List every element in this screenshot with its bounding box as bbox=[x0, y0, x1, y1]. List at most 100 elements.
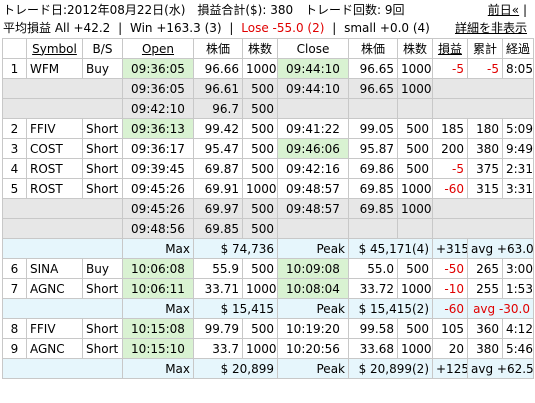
close-price-cell: 33.72 bbox=[348, 278, 398, 299]
open-time-cell: 09:36:05 bbox=[122, 58, 194, 79]
col-bs: B/S bbox=[82, 38, 123, 59]
elapsed-cell: 5:09 bbox=[502, 118, 534, 139]
elapsed-cell: 8:05 bbox=[502, 58, 534, 79]
open-price-cell: 69.97 bbox=[193, 198, 243, 219]
open-price-cell: 96.66 bbox=[193, 58, 243, 79]
open-shares-cell: 500 bbox=[242, 258, 278, 279]
open-shares-cell: 1000 bbox=[242, 338, 278, 359]
blank-cell bbox=[432, 198, 534, 219]
side-cell: Short bbox=[82, 118, 123, 139]
close-shares-cell: 500 bbox=[397, 318, 433, 339]
open-price-cell: 96.61 bbox=[193, 78, 243, 99]
group-average: avg +63.0 bbox=[467, 238, 534, 259]
symbol-cell: AGNC bbox=[26, 338, 83, 359]
hide-details-link[interactable]: 詳細を非表示 bbox=[454, 21, 527, 35]
close-time-cell: 10:09:08 bbox=[277, 258, 349, 279]
pnl-cell: -5 bbox=[432, 158, 468, 179]
trade-row: 6 SINA Buy 10:06:08 55.9 500 10:09:08 55.0 500 -5… bbox=[2, 258, 534, 279]
open-time-cell: 10:06:11 bbox=[122, 278, 194, 299]
summary-line-2: 平均損益 All +42.2 | Win +163.3 (3) | Lose -… bbox=[3, 19, 430, 36]
avg-pnl-all: 平均損益 All +42.2 bbox=[3, 21, 111, 35]
peak-value: $ 20,899(2) bbox=[348, 358, 433, 379]
side-cell: Short bbox=[82, 138, 123, 159]
cumulative-cell: -5 bbox=[467, 58, 503, 79]
open-price-cell: 95.47 bbox=[193, 138, 243, 159]
col-open-price: 株価 bbox=[193, 38, 243, 59]
symbol-cell: FFIV bbox=[26, 318, 83, 339]
side-cell: Short bbox=[82, 338, 123, 359]
pnl-cell: 185 bbox=[432, 118, 468, 139]
close-time-cell: 10:19:20 bbox=[277, 318, 349, 339]
close-time-cell bbox=[277, 98, 349, 119]
sub-fill-row: 09:36:05 96.61 500 09:44:10 96.65 1000 bbox=[2, 78, 534, 99]
close-shares-cell: 1000 bbox=[397, 58, 433, 79]
open-time-cell: 10:06:08 bbox=[122, 258, 194, 279]
close-shares-cell: 1000 bbox=[397, 198, 433, 219]
open-price-cell: 99.79 bbox=[193, 318, 243, 339]
col-pnl[interactable]: 損益 bbox=[432, 38, 468, 59]
close-time-cell: 09:48:57 bbox=[277, 178, 349, 199]
group-summary-row: Max $ 15,415 Peak $ 15,415(2) -60 avg -30.0 bbox=[2, 298, 534, 319]
cumulative-cell: 375 bbox=[467, 158, 503, 179]
open-time-cell: 09:45:26 bbox=[122, 198, 194, 219]
col-symbol[interactable]: Symbol bbox=[26, 38, 83, 59]
pnl-cell: -60 bbox=[432, 178, 468, 199]
close-shares-cell: 1000 bbox=[397, 338, 433, 359]
cumulative-cell: 360 bbox=[467, 318, 503, 339]
symbol-cell: ROST bbox=[26, 158, 83, 179]
close-time-cell: 09:42:16 bbox=[277, 158, 349, 179]
lose-stats: Lose -55.0 (2) bbox=[241, 21, 325, 35]
symbol-cell: SINA bbox=[26, 258, 83, 279]
side-cell: Short bbox=[82, 278, 123, 299]
open-shares-cell: 500 bbox=[242, 198, 278, 219]
max-value: $ 74,736 bbox=[193, 238, 278, 259]
max-label: Max bbox=[122, 298, 194, 319]
trade-date-value: 2012年08月22日(水) bbox=[67, 3, 186, 17]
side-cell: Short bbox=[82, 158, 123, 179]
open-time-cell: 09:36:13 bbox=[122, 118, 194, 139]
symbol-cell: AGNC bbox=[26, 278, 83, 299]
cumulative-cell: 180 bbox=[467, 118, 503, 139]
close-time-cell: 10:08:04 bbox=[277, 278, 349, 299]
summary-header: トレード日:2012年08月22日(水) 損益合計($): 380 トレード回数… bbox=[0, 0, 535, 38]
trade-row: 3 COST Short 09:36:17 95.47 500 09:46:06 95.87 5… bbox=[2, 138, 534, 159]
pnl-cell: 20 bbox=[432, 338, 468, 359]
pnl-total-value: 380 bbox=[270, 3, 294, 17]
open-shares-cell: 500 bbox=[242, 98, 278, 119]
close-price-cell: 69.86 bbox=[348, 158, 398, 179]
blank-cell bbox=[2, 218, 123, 239]
close-price-cell bbox=[348, 218, 398, 239]
cumulative-cell: 380 bbox=[467, 338, 503, 359]
close-price-cell bbox=[348, 98, 398, 119]
close-price-cell: 96.65 bbox=[348, 58, 398, 79]
open-time-cell: 09:36:05 bbox=[122, 78, 194, 99]
elapsed-cell: 3:00 bbox=[502, 258, 534, 279]
open-shares-cell: 1000 bbox=[242, 58, 278, 79]
max-label: Max bbox=[122, 358, 194, 379]
open-price-cell: 69.91 bbox=[193, 178, 243, 199]
col-open[interactable]: Open bbox=[122, 38, 194, 59]
close-price-cell: 95.87 bbox=[348, 138, 398, 159]
prev-day-link[interactable]: 前日« bbox=[487, 3, 520, 17]
group-average: avg +62.5 bbox=[467, 358, 534, 379]
row-number: 8 bbox=[2, 318, 27, 339]
max-value: $ 15,415 bbox=[193, 298, 278, 319]
close-time-cell: 09:41:22 bbox=[277, 118, 349, 139]
close-shares-cell: 500 bbox=[397, 118, 433, 139]
side-cell: Short bbox=[82, 318, 123, 339]
separator: | bbox=[118, 21, 123, 35]
open-shares-cell: 1000 bbox=[242, 278, 278, 299]
row-number: 4 bbox=[2, 158, 27, 179]
trade-count-value: 9回 bbox=[384, 3, 405, 17]
open-time-cell: 09:45:26 bbox=[122, 178, 194, 199]
close-price-cell: 55.0 bbox=[348, 258, 398, 279]
symbol-cell: COST bbox=[26, 138, 83, 159]
blank-cell bbox=[432, 78, 534, 99]
pnl-cell: -10 bbox=[432, 278, 468, 299]
nav-separator: | bbox=[522, 3, 527, 17]
close-time-cell: 09:44:10 bbox=[277, 78, 349, 99]
peak-value: $ 15,415(2) bbox=[348, 298, 433, 319]
max-label: Max bbox=[122, 238, 194, 259]
elapsed-cell: 4:12 bbox=[502, 318, 534, 339]
close-price-cell: 33.68 bbox=[348, 338, 398, 359]
